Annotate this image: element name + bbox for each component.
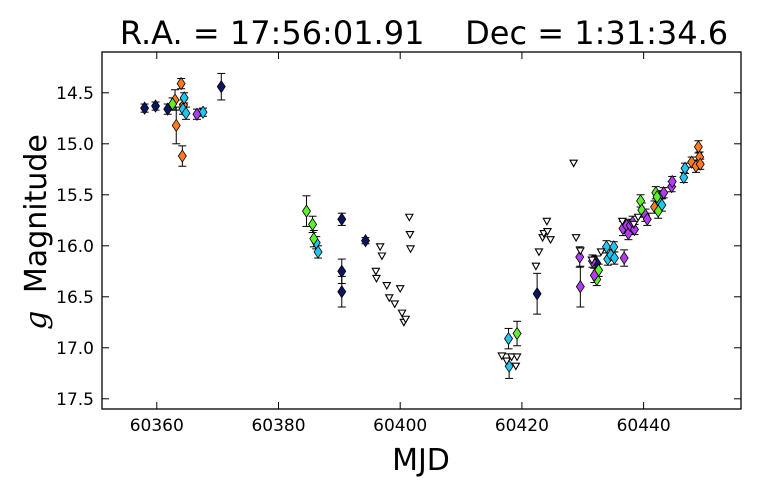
upper-limit-point: [587, 256, 597, 265]
upper-limit-point: [531, 262, 541, 271]
upper-limit-point: [569, 159, 579, 168]
upper-limit-point: [377, 252, 387, 261]
data-point: [337, 212, 347, 227]
data-point: [171, 118, 181, 133]
data-point: [337, 284, 347, 299]
y-axis-ticks: 14.5 15.0 15.5 16.0 16.5 17.0 17.5: [56, 84, 741, 410]
x-axis-label: MJD: [392, 443, 450, 478]
data-point: [179, 91, 189, 105]
y-tick-label: 15.0: [56, 135, 94, 155]
data-point: [309, 231, 319, 246]
upper-limit-point: [534, 248, 544, 257]
upper-limit-point: [571, 234, 581, 243]
data-point: [308, 217, 318, 232]
data-point: [301, 204, 311, 218]
upper-limit-point: [384, 294, 394, 303]
upper-limit-point: [507, 353, 517, 362]
y-tick-label: 16.0: [56, 237, 94, 257]
upper-limit-point: [395, 285, 405, 294]
data-point: [176, 76, 186, 91]
upper-limit-point: [390, 300, 400, 309]
data-point: [667, 174, 677, 189]
y-tick-label: 17.0: [56, 339, 94, 359]
data-point: [181, 106, 191, 120]
x-tick-label: 60400: [373, 416, 427, 436]
data-point: [653, 204, 663, 218]
x-tick-label: 60360: [130, 416, 184, 436]
data-point: [680, 161, 690, 176]
x-tick-label: 60440: [617, 416, 671, 436]
data-markers: [140, 76, 705, 373]
data-point: [198, 105, 208, 119]
data-point: [512, 326, 522, 341]
data-point: [140, 101, 150, 115]
chart-title: R.A. = 17:56:01.91 Dec = 1:31:34.6: [120, 14, 728, 52]
data-point: [313, 245, 323, 259]
data-point: [659, 186, 669, 200]
upper-limit-point: [629, 220, 639, 229]
upper-limit-point: [397, 309, 407, 318]
data-point: [695, 157, 705, 171]
y-axis-label-text: Magnitude: [19, 134, 54, 293]
data-point: [652, 190, 662, 204]
data-point: [504, 331, 514, 346]
upper-limit-point: [596, 248, 606, 257]
upper-limit-point: [617, 217, 627, 226]
upper-limit-point: [511, 362, 521, 371]
data-point: [630, 222, 639, 237]
data-point: [532, 287, 542, 301]
data-point: [679, 170, 689, 185]
data-point: [575, 250, 585, 264]
upper-limit-point: [371, 267, 381, 276]
upper-limit-point: [512, 353, 522, 362]
y-tick-label: 14.5: [56, 84, 94, 104]
upper-limit-point: [401, 315, 411, 324]
data-point: [192, 107, 202, 121]
y-tick-label: 15.5: [56, 186, 94, 206]
upper-limit-point: [371, 274, 382, 283]
x-axis-ticks: 60360 60380 60400 60420 60440: [130, 52, 671, 436]
upper-limit-point: [502, 357, 512, 366]
x-tick-label: 60420: [495, 416, 549, 436]
plot-area: [101, 51, 742, 410]
y-tick-label: 16.5: [56, 288, 94, 308]
data-point: [575, 279, 585, 294]
upper-limit-point: [633, 213, 643, 222]
upper-limit-point: [375, 243, 385, 252]
y-axis-label-symbol: g: [19, 311, 54, 330]
data-point: [168, 97, 178, 111]
data-point: [151, 99, 161, 113]
data-point: [619, 251, 629, 265]
data-point: [216, 79, 226, 94]
data-point: [589, 268, 599, 283]
data-point: [609, 251, 619, 265]
y-axis-label: g Magnitude: [19, 134, 54, 330]
y-tick-label: 17.5: [56, 390, 94, 410]
upper-limit-point: [575, 247, 585, 256]
upper-limit-point: [382, 282, 392, 291]
data-point: [337, 264, 347, 279]
upper-limit-point: [542, 217, 552, 226]
upper-limit-point: [545, 236, 556, 245]
upper-limit-point: [542, 227, 553, 237]
upper-limit-point: [406, 245, 416, 254]
upper-limit-point: [497, 352, 507, 361]
data-point: [177, 149, 187, 163]
data-point: [642, 212, 652, 227]
upper-limit-point: [405, 231, 415, 240]
upper-limit-point: [404, 213, 414, 222]
x-tick-label: 60380: [251, 416, 305, 436]
data-point: [361, 233, 370, 248]
